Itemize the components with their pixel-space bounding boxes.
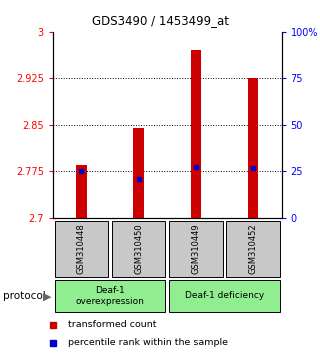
Bar <box>54 221 108 277</box>
Bar <box>76 165 86 218</box>
Bar <box>112 221 165 277</box>
Text: transformed count: transformed count <box>68 320 156 330</box>
Text: GSM310448: GSM310448 <box>77 223 86 274</box>
Bar <box>133 128 144 218</box>
Text: GDS3490 / 1453499_at: GDS3490 / 1453499_at <box>92 13 228 27</box>
Bar <box>191 50 201 218</box>
Text: GSM310452: GSM310452 <box>249 223 258 274</box>
Text: GSM310449: GSM310449 <box>191 223 200 274</box>
Bar <box>248 78 258 218</box>
Text: Deaf-1 deficiency: Deaf-1 deficiency <box>185 291 264 301</box>
Bar <box>54 280 165 312</box>
Bar <box>226 221 280 277</box>
Text: percentile rank within the sample: percentile rank within the sample <box>68 338 228 347</box>
Text: GSM310450: GSM310450 <box>134 223 143 274</box>
Bar <box>169 221 223 277</box>
Text: protocol: protocol <box>3 291 46 301</box>
Text: ▶: ▶ <box>43 291 52 301</box>
Bar <box>169 280 280 312</box>
Text: Deaf-1
overexpression: Deaf-1 overexpression <box>76 286 144 306</box>
